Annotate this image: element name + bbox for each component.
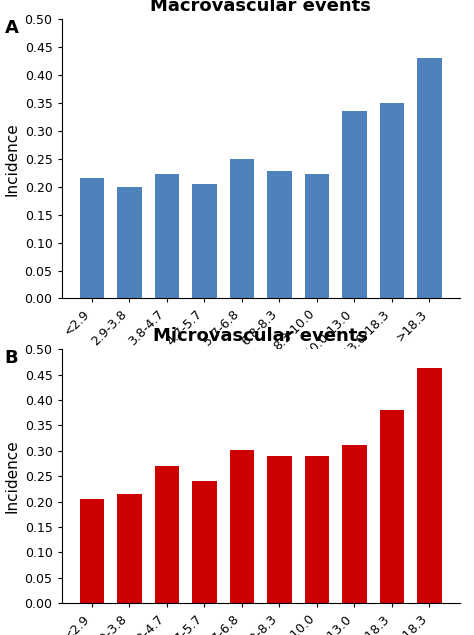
Bar — [417, 368, 442, 603]
Bar — [80, 178, 104, 298]
Title: Microvascular events: Microvascular events — [153, 327, 368, 345]
Y-axis label: Incidence: Incidence — [4, 122, 19, 196]
Bar — [417, 58, 442, 298]
Bar — [117, 187, 142, 298]
Bar — [230, 159, 254, 298]
Bar — [192, 481, 217, 603]
Text: B: B — [5, 349, 18, 367]
Bar — [305, 175, 329, 298]
Bar — [342, 444, 367, 603]
Bar — [192, 184, 217, 298]
Bar — [80, 498, 104, 603]
Bar — [155, 175, 179, 298]
Y-axis label: Incidence: Incidence — [4, 439, 19, 513]
Bar — [155, 465, 179, 603]
Bar — [267, 457, 292, 603]
Bar — [267, 171, 292, 298]
Bar — [230, 450, 254, 603]
Bar — [380, 410, 404, 603]
Bar — [342, 111, 367, 298]
Bar — [117, 494, 142, 603]
X-axis label: C4CV (%): C4CV (%) — [221, 366, 300, 381]
Bar — [380, 104, 404, 298]
Text: A: A — [5, 19, 18, 37]
Bar — [305, 457, 329, 603]
Title: Macrovascular events: Macrovascular events — [150, 0, 371, 15]
